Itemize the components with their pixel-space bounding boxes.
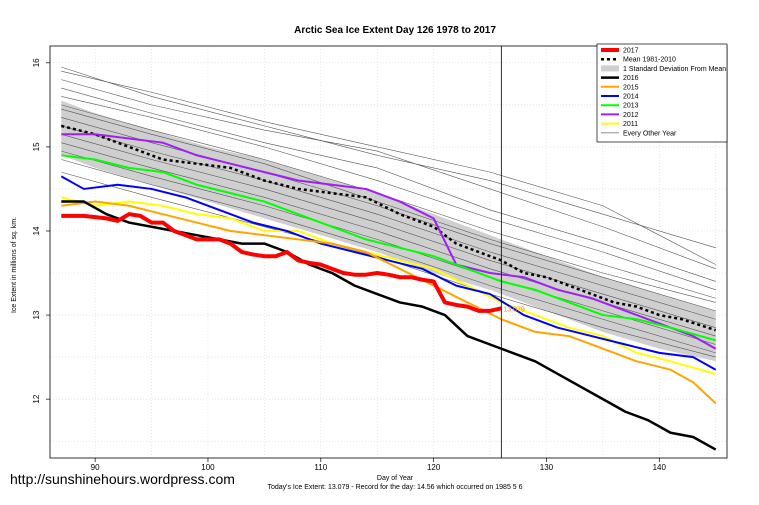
y-tick-label: 13 xyxy=(32,310,41,319)
legend-entry: 2015 xyxy=(623,84,639,91)
background-year-line xyxy=(61,79,716,270)
footer-note: Today's Ice Extent: 13.079 - Record for … xyxy=(267,484,522,491)
legend-entry: 2011 xyxy=(623,121,638,128)
legend-entry: Every Other Year xyxy=(623,130,677,137)
legend-entry: 1 Standard Deviation From Mean xyxy=(623,66,726,73)
x-tick-label: 130 xyxy=(540,463,554,472)
y-tick-label: 14 xyxy=(32,226,41,235)
plot-area: 13.079 90 100 110 120 130 140 12 13 14 15 16 xyxy=(32,45,728,472)
legend-swatch xyxy=(601,65,619,72)
background-year-line xyxy=(61,159,716,354)
y-tick-label: 16 xyxy=(32,58,41,67)
series-line-2017 xyxy=(61,212,502,313)
series-line-mean-1981-2010 xyxy=(60,124,717,332)
legend: 2017 Mean 1981-2010 1 Standard Deviation F… xyxy=(596,43,728,143)
background-year-line xyxy=(61,125,716,320)
chart-title: Arctic Sea Ice Extent Day 126 1978 to 20… xyxy=(294,25,496,36)
series-line-2015 xyxy=(61,200,717,405)
current-value-label: 13.079 xyxy=(503,306,525,313)
series-line-2014 xyxy=(60,175,717,371)
legend-entry: 2012 xyxy=(623,112,639,119)
legend-entry: Mean 1981-2010 xyxy=(623,57,676,64)
legend-entry: 2013 xyxy=(623,103,639,110)
y-axis-label: Ice Extent in millions of sq. km. xyxy=(11,217,18,313)
plot-frame xyxy=(49,45,728,459)
x-tick-label: 90 xyxy=(91,463,100,472)
y-tick-label: 12 xyxy=(32,394,41,403)
background-year-line xyxy=(61,108,716,303)
legend-box xyxy=(596,43,728,143)
series-line-2012 xyxy=(61,133,717,350)
x-tick-label: 110 xyxy=(314,463,327,472)
background-year-line xyxy=(61,171,716,358)
x-tick-label: 120 xyxy=(427,463,441,472)
background-year-line xyxy=(61,87,716,282)
x-tick-label: 100 xyxy=(201,463,215,472)
background-year-line xyxy=(61,117,716,312)
legend-entry: 2014 xyxy=(623,94,639,101)
x-axis-label: Day of Year xyxy=(377,475,414,482)
series-line-2013 xyxy=(61,154,716,342)
background-year-line xyxy=(61,66,716,249)
watermark-url[interactable]: http://sunshinehours.wordpress.com xyxy=(10,471,235,487)
background-year-line xyxy=(61,150,716,345)
x-tick-label: 140 xyxy=(653,463,667,472)
legend-entry: 2016 xyxy=(623,75,639,82)
background-year-line xyxy=(61,96,716,291)
background-year-line xyxy=(61,70,716,265)
series-line-2011 xyxy=(61,196,716,375)
legend-entry: 2017 xyxy=(623,48,639,55)
background-year-line xyxy=(61,133,716,328)
y-tick-label: 15 xyxy=(32,142,41,151)
